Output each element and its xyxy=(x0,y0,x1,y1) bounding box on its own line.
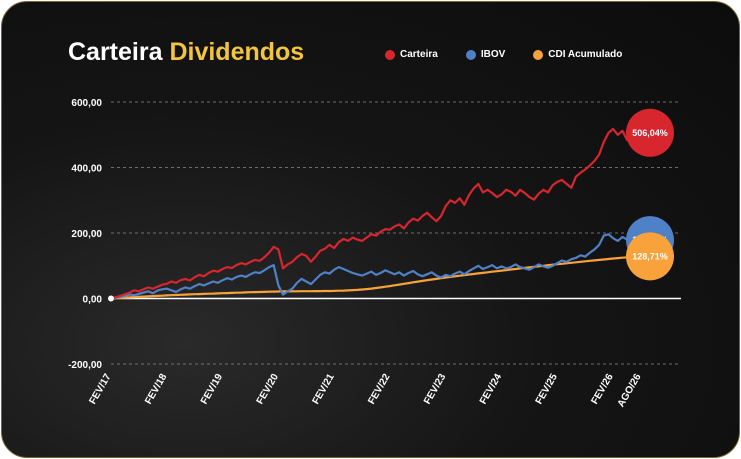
legend-swatch-carteira xyxy=(385,49,395,60)
legend-label-ibov: IBOV xyxy=(480,49,506,60)
end-bubble-carteira xyxy=(626,108,674,157)
x-tick-label-9: FEV/26 xyxy=(589,372,615,407)
x-tick-label-5: FEV/22 xyxy=(366,372,392,407)
page-title: Carteira Dividendos xyxy=(68,38,304,67)
x-tick-label-1: FEV/18 xyxy=(143,372,169,407)
series-line-cdi xyxy=(109,255,643,300)
y-tick-label-4: -200,00 xyxy=(68,360,102,371)
y-tick-label-0: 600,00 xyxy=(71,98,102,109)
x-tick-label-4: FEV/21 xyxy=(311,372,337,407)
legend-swatch-ibov xyxy=(465,49,476,60)
legend-swatch-cdi xyxy=(533,49,544,60)
legend-label-carteira: Carteira xyxy=(400,49,438,60)
legend-item-carteira: Carteira xyxy=(385,49,438,60)
x-tick-label-10: AGO/26 xyxy=(616,372,644,410)
end-label-carteira: 506,04% xyxy=(632,128,668,138)
y-tick-label-3: 0,00 xyxy=(83,295,103,306)
y-tick-label-2: 200,00 xyxy=(71,229,102,240)
y-tick-label-1: 400,00 xyxy=(71,164,102,175)
end-bubble-cdi xyxy=(626,232,674,281)
legend-item-cdi: CDI Acumulado xyxy=(533,49,622,60)
legend-item-ibov: IBOV xyxy=(465,49,506,60)
chart-legend: Carteira IBOV CDI Acumulado xyxy=(385,49,650,60)
title-accent: Dividendos xyxy=(169,38,305,66)
x-tick-label-8: FEV/25 xyxy=(534,372,560,407)
x-tick-label-7: FEV/24 xyxy=(478,372,504,407)
series-line-ibov xyxy=(109,233,643,300)
origin-point xyxy=(108,295,114,302)
x-tick-label-2: FEV/19 xyxy=(199,372,225,407)
x-tick-label-6: FEV/23 xyxy=(422,372,448,407)
legend-label-cdi: CDI Acumulado xyxy=(548,49,623,60)
x-tick-label-0: FEV/17 xyxy=(87,372,113,407)
x-tick-label-3: FEV/20 xyxy=(255,372,281,407)
series-line-carteira xyxy=(109,127,643,300)
end-label-cdi: 128,71% xyxy=(632,251,668,261)
title-main: Carteira xyxy=(68,38,163,66)
